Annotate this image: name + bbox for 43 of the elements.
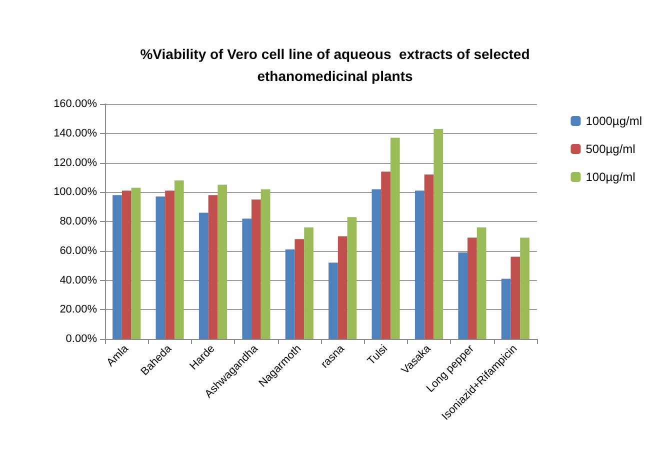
legend-label: 100µg/ml <box>586 170 636 184</box>
bar <box>294 239 304 339</box>
bar <box>156 196 166 339</box>
bar <box>381 172 390 339</box>
bar <box>390 138 400 339</box>
bar <box>174 180 184 339</box>
bar <box>218 184 228 339</box>
bar <box>458 252 468 339</box>
bar <box>122 190 132 339</box>
bar <box>347 217 357 339</box>
bar <box>252 199 261 339</box>
y-tick-label: 140.00% <box>54 127 98 140</box>
bar <box>424 174 434 339</box>
y-tick-label: 40.00% <box>60 274 98 286</box>
bar <box>112 195 122 339</box>
bar <box>520 238 530 339</box>
bar <box>131 188 141 339</box>
y-tick-label: 160.00% <box>54 98 98 110</box>
bar <box>510 256 520 339</box>
y-tick-label: 60.00% <box>60 244 98 257</box>
legend-label: 1000µg/ml <box>586 114 642 128</box>
legend-label: 500µg/ml <box>586 142 636 156</box>
bar <box>198 212 208 339</box>
bar <box>501 278 511 339</box>
bar <box>372 189 382 339</box>
y-tick-label: 20.00% <box>60 304 98 316</box>
y-tick-label: 100.00% <box>54 186 98 198</box>
y-tick-label: 80.00% <box>60 216 98 228</box>
bar <box>285 249 295 339</box>
bar <box>468 238 477 339</box>
bar <box>208 195 218 339</box>
bar <box>414 190 424 339</box>
bar <box>328 262 338 339</box>
bar <box>260 189 270 339</box>
bar <box>434 128 444 339</box>
y-tick-label: 0.00% <box>66 333 98 345</box>
bar <box>476 227 486 339</box>
bar <box>338 236 348 339</box>
bar <box>304 227 314 339</box>
y-tick-label: 120.00% <box>54 156 98 169</box>
chart-title: %Viability of Vero cell line of aqueous extracts of selected ethanomedicinal plants <box>140 46 530 84</box>
bar <box>165 190 174 339</box>
bar <box>242 218 252 339</box>
